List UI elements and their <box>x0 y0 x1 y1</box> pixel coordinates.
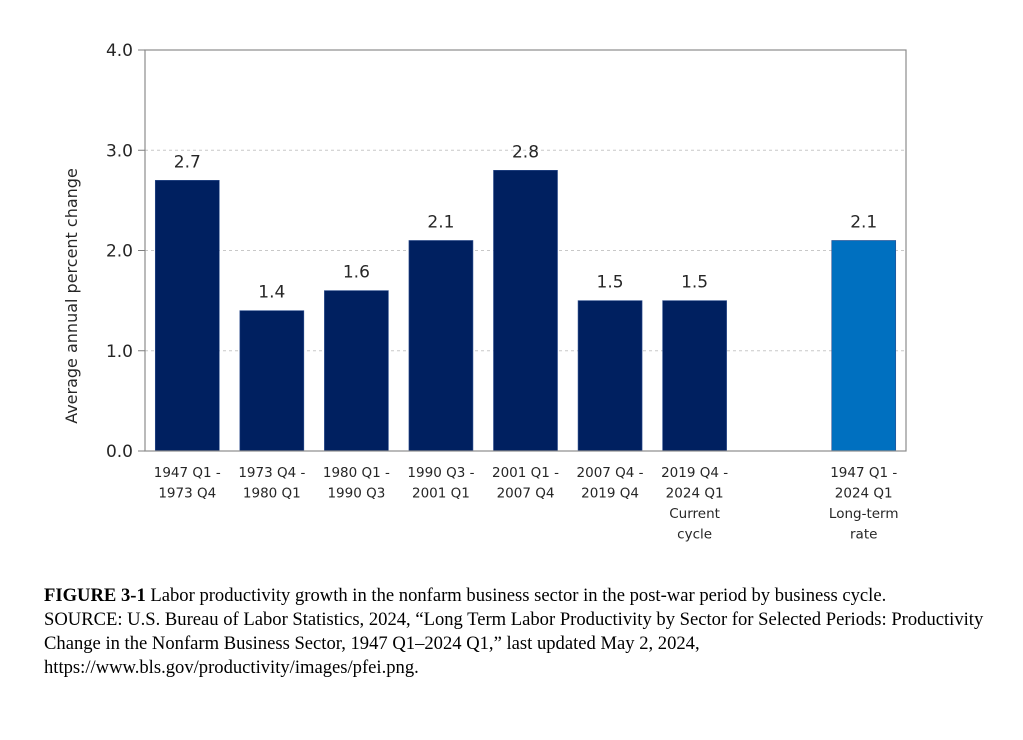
bar <box>831 240 897 452</box>
x-category-label: 1947 Q1 - <box>154 465 221 481</box>
x-category-label: cycle <box>677 527 712 543</box>
x-category-label: 2007 Q4 <box>497 486 555 502</box>
data-label: 2.8 <box>512 142 539 162</box>
x-category-label: 1980 Q1 <box>243 486 301 502</box>
data-label: 1.4 <box>258 283 285 303</box>
bar <box>493 170 558 452</box>
y-tick-label: 0.0 <box>106 442 133 462</box>
bar-chart: 0.0 1.0 2.0 3.0 4.0 1947 Q1 - 1973 Q4 1973 Q4 … <box>62 41 907 543</box>
x-category-label: 2019 Q4 - <box>661 465 728 481</box>
x-category-label: 1973 Q4 - <box>238 465 305 481</box>
data-labels: 2.7 1.4 1.6 2.1 2.8 1.5 1.5 2.1 <box>174 142 877 302</box>
y-tick-label: 4.0 <box>106 41 133 61</box>
x-category-label: Current <box>669 506 720 522</box>
y-axis-title: Average annual percent change <box>62 168 81 424</box>
data-label: 1.5 <box>681 273 708 293</box>
x-category-label: 1990 Q3 - <box>407 465 474 481</box>
data-label: 2.7 <box>174 152 201 172</box>
x-category-label: 2024 Q1 <box>666 486 724 502</box>
x-category-label: 2019 Q4 <box>581 486 639 502</box>
x-category-label: 1947 Q1 - <box>830 465 897 481</box>
bar <box>324 290 389 452</box>
x-category-label: 2007 Q4 - <box>577 465 644 481</box>
figure-label: FIGURE 3-1 <box>44 585 146 606</box>
bar <box>408 240 474 452</box>
data-label: 2.1 <box>427 212 454 232</box>
x-category-label: 2001 Q1 <box>412 486 470 502</box>
x-category-label: 1973 Q4 <box>158 486 216 502</box>
figure-description: Labor productivity growth in the nonfarm… <box>145 585 887 606</box>
y-tick-label: 3.0 <box>106 141 133 161</box>
y-axis-ticks: 0.0 1.0 2.0 3.0 4.0 <box>106 41 145 462</box>
data-label: 2.1 <box>850 212 877 232</box>
figure-caption: FIGURE 3-1 Labor productivity growth in … <box>44 584 1004 680</box>
x-category-label: 2001 Q1 - <box>492 465 559 481</box>
x-axis-labels: 1947 Q1 - 1973 Q4 1973 Q4 - 1980 Q1 1980 Q1 … <box>154 465 899 543</box>
x-category-label: rate <box>850 527 877 543</box>
bars <box>154 170 897 452</box>
y-tick-label: 2.0 <box>106 242 133 262</box>
figure-title: FIGURE 3-1 Labor productivity growth in … <box>44 584 1004 608</box>
data-label: 1.5 <box>597 273 624 293</box>
x-category-label: 2024 Q1 <box>835 486 893 502</box>
x-category-label: 1980 Q1 - <box>323 465 390 481</box>
bar <box>154 180 220 452</box>
data-label: 1.6 <box>343 263 370 283</box>
bar <box>239 310 305 452</box>
figure-source: SOURCE: U.S. Bureau of Labor Statistics,… <box>44 609 984 678</box>
y-tick-label: 1.0 <box>106 342 133 362</box>
bar <box>662 300 727 452</box>
bar <box>577 300 643 452</box>
x-category-label: Long-term <box>829 506 899 522</box>
x-category-label: 1990 Q3 <box>327 486 385 502</box>
